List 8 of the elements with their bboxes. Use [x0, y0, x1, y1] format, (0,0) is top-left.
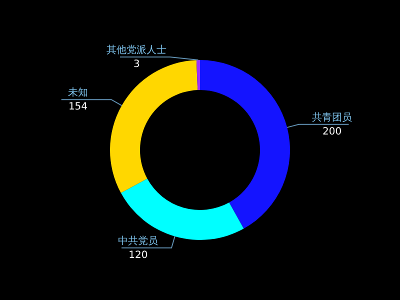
slice-label: 未知 [68, 86, 88, 99]
slice-label: 共青团员 [312, 111, 352, 124]
data-label: 3 [133, 59, 140, 70]
slice-label: 中共党员 [118, 234, 158, 247]
data-label: 200 [322, 126, 342, 138]
slice-label: 其他党派人士 [106, 44, 167, 56]
data-label: 120 [128, 250, 148, 261]
data-label: 154 [68, 102, 88, 113]
